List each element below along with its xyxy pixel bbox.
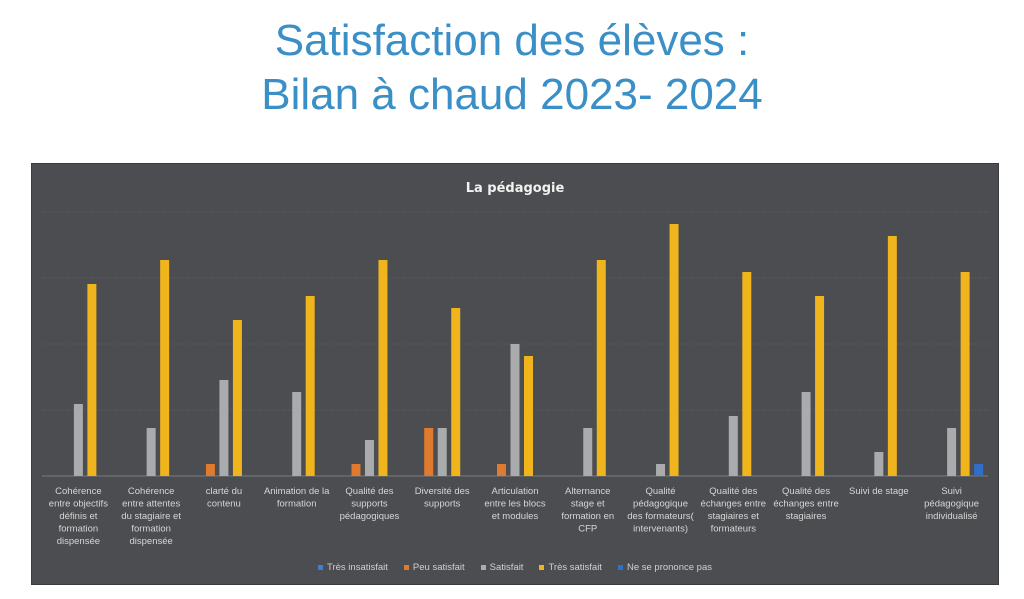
bar-satisfait — [510, 344, 520, 476]
x-tick-label: Qualité des échanges entre stagiaires et fo… — [701, 486, 767, 535]
legend-item: Très insatisfait — [318, 562, 388, 573]
legend-label: Très satisfait — [548, 562, 602, 573]
x-tick-label: Articulation entre les blocs et modules — [484, 486, 546, 522]
x-tick-label: clarté du contenu — [206, 486, 242, 510]
slide-title-line-1: Satisfaction des élèves : — [274, 16, 750, 65]
bar-satisfait — [292, 392, 302, 476]
x-tick-label: Cohérence entre attentes du stagiaire et fo… — [121, 486, 181, 547]
x-tick-label: Qualité pédagogique des formateurs(interve… — [627, 486, 694, 535]
legend-label: Peu satisfait — [412, 562, 465, 573]
x-tick-label: Animation de la formation — [264, 486, 330, 510]
legend-label: Satisfait — [489, 562, 524, 573]
bar-très-satisfait — [87, 284, 97, 476]
bar-très-satisfait — [815, 296, 825, 476]
bar-très-satisfait — [960, 272, 970, 476]
bar-satisfait — [219, 380, 229, 476]
chart-legend: Très insatisfait Peu satisfait Satisfait Tr… — [32, 562, 998, 573]
bar-peu-satisfait — [205, 464, 215, 476]
x-tick-label: Qualité des supports pédagogiques — [340, 486, 400, 522]
bar-très-satisfait — [596, 260, 606, 476]
chart-panel: La pédagogie Cohérence entre objectifs défi… — [32, 164, 998, 584]
bar-très-satisfait — [451, 308, 461, 476]
bar-satisfait — [146, 428, 156, 476]
bar-très-satisfait — [887, 236, 897, 476]
legend-swatch — [539, 565, 545, 570]
bar-peu-satisfait — [424, 428, 434, 476]
bar-très-satisfait — [232, 320, 242, 476]
x-tick-label: Cohérence entre objectifs définis et format… — [49, 486, 108, 547]
bar-peu-satisfait — [351, 464, 361, 476]
slide-title: Satisfaction des élèves : Bilan à chaud … — [0, 14, 1024, 122]
slide-title-line-2: Bilan à chaud 2023- 2024 — [261, 70, 763, 119]
bar-satisfait — [801, 392, 811, 476]
legend-item: Peu satisfait — [403, 562, 465, 573]
bar-satisfait — [656, 464, 666, 476]
legend-label: Très insatisfait — [327, 562, 388, 573]
bar-chart: La pédagogie Cohérence entre objectifs défi… — [42, 181, 988, 547]
legend-item: Satisfait — [480, 562, 524, 573]
bar-très-satisfait — [160, 260, 170, 476]
x-tick-label: Diversité des supports — [415, 486, 470, 510]
bar-satisfait — [73, 404, 83, 476]
legend-swatch — [480, 565, 486, 570]
x-tick-label: Qualité des échanges entre stagiaires — [773, 486, 839, 522]
x-tick-label: Suivi de stage — [849, 486, 909, 497]
bar-peu-satisfait — [497, 464, 506, 476]
legend-swatch — [318, 565, 324, 570]
chart-title: La pédagogie — [466, 181, 565, 196]
x-tick-label: Alternance stage et formation en CFP — [561, 486, 614, 535]
bar-satisfait — [437, 428, 447, 476]
legend-item: Ne se prononce pas — [617, 562, 712, 573]
legend-item: Très satisfait — [539, 562, 602, 573]
bar-satisfait — [364, 440, 374, 476]
bar-très-satisfait — [669, 224, 679, 476]
bar-très-satisfait — [378, 260, 388, 476]
bar-très-satisfait — [305, 296, 315, 476]
bar-très-satisfait — [524, 356, 533, 476]
bar-ne-se-prononce-pas — [974, 464, 984, 476]
bar-très-satisfait — [742, 272, 752, 476]
bar-satisfait — [728, 416, 738, 476]
legend-swatch — [403, 565, 409, 570]
legend-swatch — [617, 565, 623, 570]
x-tick-label: Suivi pédagogique individualisé — [924, 486, 979, 522]
bar-satisfait — [583, 428, 593, 476]
bar-satisfait — [874, 452, 884, 476]
bar-satisfait — [947, 428, 957, 476]
legend-label: Ne se prononce pas — [626, 562, 712, 573]
